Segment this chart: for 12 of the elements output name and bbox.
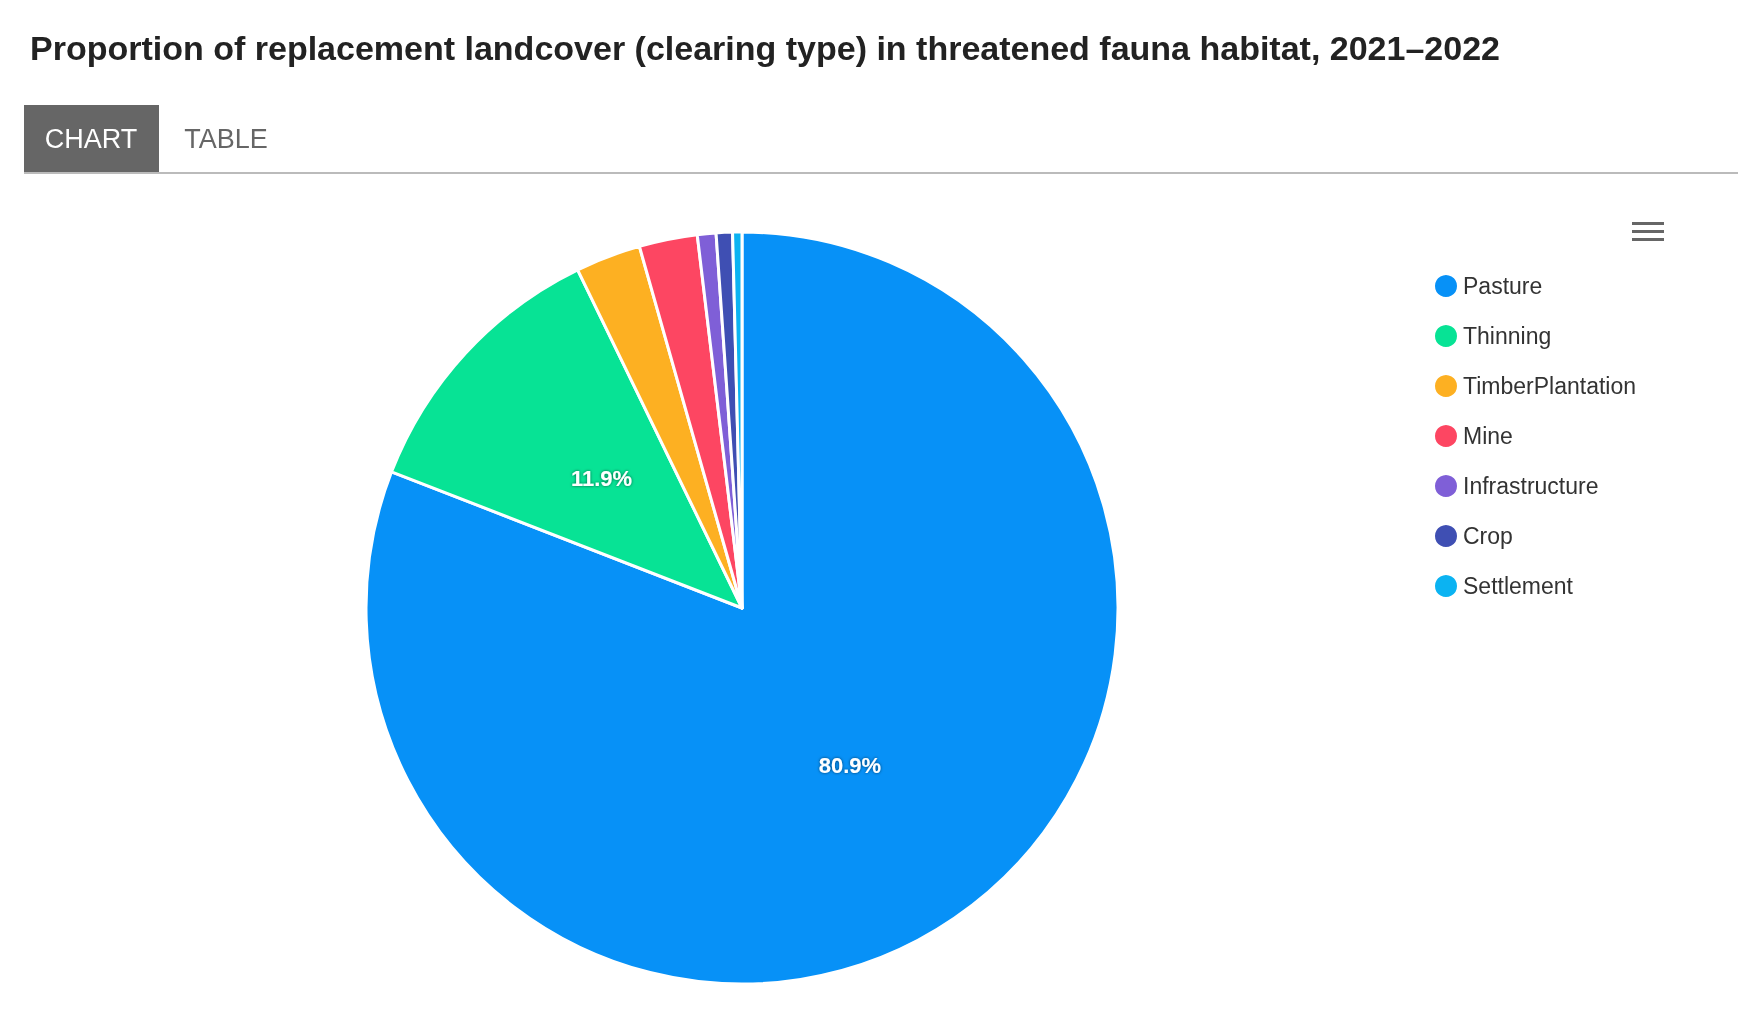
legend-label: Mine	[1463, 423, 1513, 449]
legend-label: Infrastructure	[1463, 473, 1599, 499]
legend-label: Thinning	[1463, 323, 1552, 349]
legend-label: TimberPlantation	[1463, 373, 1637, 399]
chart-title: Proportion of replacement landcover (clearing type) in threatened fauna habitat, 2021–2022	[30, 29, 1500, 67]
data-label: 80.9%	[818, 753, 882, 779]
data-label: 11.9%	[570, 466, 633, 492]
legend-label: Pasture	[1463, 273, 1543, 299]
text: CHART	[44, 124, 138, 154]
text: TABLE	[184, 124, 268, 154]
legend-label: Crop	[1463, 523, 1513, 549]
legend-label: Settlement	[1463, 573, 1574, 599]
